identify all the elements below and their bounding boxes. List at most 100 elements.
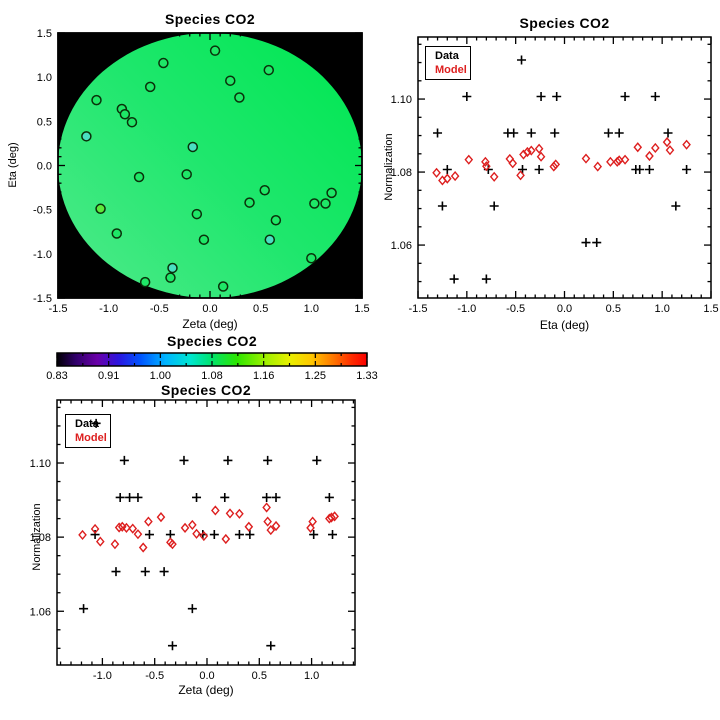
model-diamond-marker	[519, 149, 528, 160]
model-diamond-marker	[464, 154, 474, 165]
model-diamond-marker	[122, 522, 131, 533]
data-plus-marker	[650, 92, 660, 102]
data-plus-marker	[550, 128, 560, 138]
data-plus-marker	[442, 165, 452, 175]
detector-position-marker	[191, 208, 203, 220]
tick-label: -1.5	[33, 293, 52, 305]
detector-position-marker	[133, 171, 145, 183]
tick-label: 0.0	[199, 670, 214, 682]
tick-label: 0.0	[202, 303, 217, 315]
tick-label: 0.0	[37, 161, 52, 173]
model-diamond-marker	[620, 154, 630, 165]
tick-label: 1.33	[356, 370, 377, 382]
data-plus-marker	[526, 128, 536, 138]
tick-label: -0.5	[33, 205, 52, 217]
data-plus-marker	[536, 92, 546, 102]
model-diamond-marker	[308, 516, 317, 527]
tick-label: 1.00	[150, 370, 171, 382]
model-diamond-marker	[110, 539, 120, 550]
tick-label: 0.83	[46, 370, 67, 382]
tick-label: 1.0	[655, 303, 670, 315]
model-diamond-marker	[327, 512, 336, 523]
legend-data-label: Data	[435, 50, 459, 62]
detector-position-marker	[234, 92, 245, 103]
normalization-vs-zeta-plot-model-series	[78, 502, 339, 553]
tick-label: 1.5	[703, 303, 718, 315]
data-plus-marker	[309, 530, 319, 540]
eta-xaxis-label: Eta (deg)	[539, 318, 590, 332]
model-diamond-marker	[482, 161, 491, 172]
legend-data-label: Data	[75, 418, 99, 430]
legend-model-label: Model	[435, 64, 467, 76]
detector-position-marker	[144, 81, 156, 93]
model-diamond-marker	[180, 522, 190, 533]
model-diamond-marker	[166, 537, 175, 548]
detector-position-marker	[244, 197, 255, 208]
detector-position-marker	[111, 228, 123, 239]
data-plus-marker	[312, 455, 322, 465]
zeta-xaxis-label: Zeta (deg)	[178, 683, 234, 697]
data-plus-marker	[125, 492, 135, 502]
model-diamond-marker	[438, 175, 447, 186]
detector-position-marker	[181, 169, 192, 180]
model-diamond-marker	[612, 156, 622, 167]
data-plus-marker	[167, 641, 177, 651]
detector-position-marker	[167, 262, 178, 274]
data-plus-marker	[179, 455, 189, 465]
detector-position-marker	[264, 234, 276, 245]
detector-position-marker	[139, 276, 151, 288]
data-plus-marker	[552, 92, 562, 102]
model-diamond-marker	[330, 511, 339, 522]
model-diamond-marker	[516, 170, 525, 181]
data-plus-marker	[223, 455, 233, 465]
model-diamond-marker	[192, 528, 201, 539]
tick-label: 0.5	[606, 303, 621, 315]
model-diamond-marker	[665, 145, 675, 156]
tick-label: -1.0	[99, 303, 118, 315]
data-plus-marker	[263, 455, 273, 465]
data-plus-marker	[144, 530, 154, 540]
data-plus-marker	[517, 55, 527, 65]
model-diamond-marker	[138, 542, 148, 553]
model-diamond-marker	[581, 153, 591, 164]
model-diamond-marker	[645, 150, 654, 162]
data-plus-marker	[503, 128, 513, 138]
tick-label: 1.5	[37, 28, 52, 40]
model-diamond-marker	[633, 142, 643, 153]
model-diamond-marker	[244, 521, 254, 532]
detector-position-marker	[270, 215, 282, 226]
data-plus-marker	[271, 492, 281, 502]
eta-plot-title: Species CO2	[519, 15, 610, 31]
model-diamond-marker	[168, 539, 177, 550]
model-diamond-marker	[614, 155, 624, 166]
detector-position-marker	[198, 234, 210, 245]
data-plus-marker	[324, 492, 334, 502]
data-plus-marker	[581, 238, 591, 248]
model-diamond-marker	[489, 171, 499, 182]
tick-label: 1.10	[30, 458, 51, 470]
tick-label: 0.91	[98, 370, 119, 382]
data-plus-marker	[111, 567, 121, 577]
detector-position-marker	[165, 272, 176, 283]
tick-label: 0.5	[37, 116, 52, 128]
data-plus-marker	[631, 165, 641, 175]
data-plus-marker	[266, 641, 276, 651]
disk-plot: -1.5 -1.0 -0.5 0.0 0.5 1.0 1.5 1.5 1.0 0.5 0.0 -0.5…	[33, 28, 370, 315]
data-plus-marker	[198, 530, 208, 540]
model-diamond-marker	[662, 137, 672, 148]
model-diamond-marker	[266, 525, 276, 536]
data-plus-marker	[220, 492, 230, 502]
normalization-vs-zeta-plot-data-series	[79, 418, 338, 651]
detector-position-marker	[95, 203, 106, 215]
model-diamond-marker	[221, 533, 231, 545]
model-diamond-marker	[156, 512, 166, 523]
model-diamond-marker	[262, 502, 271, 513]
data-plus-marker	[234, 530, 244, 540]
detector-position-marker	[91, 94, 102, 106]
data-plus-marker	[481, 274, 491, 284]
detector-position-marker	[309, 198, 320, 209]
data-plus-marker	[620, 92, 630, 102]
detector-position-marker	[225, 75, 236, 86]
data-plus-marker	[140, 567, 150, 577]
model-diamond-marker	[90, 523, 100, 535]
